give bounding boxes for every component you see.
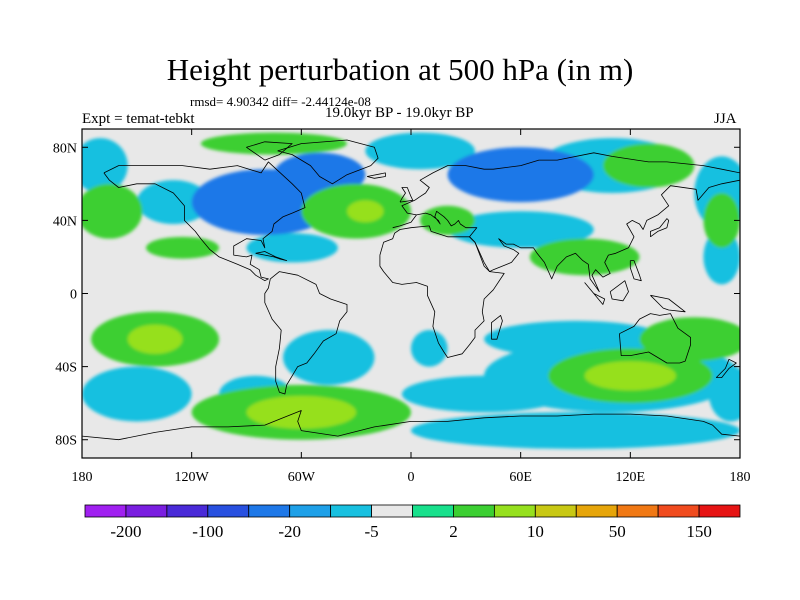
coastline — [264, 271, 348, 395]
experiment-label: Expt = temat-tebkt — [82, 111, 195, 127]
field-blob — [639, 317, 740, 362]
colorbar-label: 10 — [527, 522, 544, 541]
colorbar-swatch — [657, 504, 700, 518]
field-blob — [602, 143, 695, 188]
coastline — [609, 280, 629, 302]
season-label: JJA — [714, 111, 737, 127]
y-tick-label: 40N — [53, 214, 77, 229]
colorbar-swatch — [207, 504, 250, 518]
y-tick-label: 0 — [70, 288, 77, 303]
colorbar-swatch — [248, 504, 291, 518]
field-blob — [283, 330, 375, 385]
y-tick-label: 80N — [53, 141, 77, 156]
x-tick-label: 60W — [288, 470, 316, 485]
field-layer — [82, 132, 740, 449]
colorbar: -200 -100 -20 -5 2 10 50 150 — [84, 504, 741, 541]
field-blob — [136, 180, 210, 225]
coastline — [629, 260, 642, 282]
colorbar-swatch — [371, 504, 413, 518]
colorbar-swatch — [698, 504, 741, 518]
colorbar-swatch — [534, 504, 577, 518]
colorbar-label: 2 — [449, 522, 458, 541]
colorbar-swatch — [125, 504, 168, 518]
coastline — [715, 358, 737, 378]
field-blob — [447, 211, 594, 248]
coastline — [650, 294, 686, 313]
field-blob — [82, 366, 192, 422]
figure-title: Height perturbation at 500 hPa (in m) — [166, 52, 634, 87]
field-blob — [708, 366, 740, 422]
field-blob — [127, 324, 183, 354]
coastline — [416, 179, 740, 293]
x-tick-label: 180 — [730, 470, 751, 485]
colorbar-label: -200 — [110, 522, 141, 541]
coastline — [277, 139, 379, 185]
colorbar-swatch — [412, 504, 454, 518]
coastline — [392, 152, 740, 229]
field-blob — [145, 236, 220, 259]
colorbar-swatch — [84, 504, 127, 518]
colorbar-swatch — [453, 504, 495, 518]
x-tick-label: 60E — [509, 470, 532, 485]
coastline — [379, 225, 505, 358]
coastline — [619, 313, 691, 364]
coastline — [399, 187, 414, 203]
coastline — [82, 410, 740, 441]
stats-label: rmsd= 4.90342 diff= -2.44124e-08 — [190, 94, 371, 109]
colorbar-swatch — [289, 504, 332, 518]
coastline — [491, 315, 503, 340]
coastline — [367, 172, 386, 179]
colorbar-label: -5 — [364, 522, 378, 541]
field-blob — [347, 200, 384, 223]
colorbar-label: -20 — [278, 522, 301, 541]
field-blob — [411, 330, 448, 367]
x-tick-label: 0 — [408, 470, 415, 485]
field-blob — [447, 147, 594, 203]
field-blob — [584, 361, 677, 391]
field-blob — [246, 395, 357, 429]
coastline-layer — [82, 139, 740, 441]
colorbar-label: 50 — [609, 522, 626, 541]
coastline — [650, 218, 670, 238]
y-tick-label: 80S — [55, 434, 77, 449]
colorbar-label: 150 — [686, 522, 712, 541]
coastline — [103, 161, 306, 282]
y-tick-label: 40S — [55, 361, 77, 376]
field-blob — [200, 132, 348, 155]
field-blob — [411, 412, 740, 449]
coastline — [584, 282, 606, 305]
axis-layer: 80N 40N 0 40S 80S 180 120W 60W 0 60E 120E 180 — [53, 129, 751, 485]
period-label: 19.0kyr BP - 19.0kyr BP — [325, 105, 474, 121]
colorbar-swatch — [616, 504, 659, 518]
x-tick-label: 120E — [616, 470, 646, 485]
colorbar-swatch — [575, 504, 618, 518]
x-tick-label: 120W — [175, 470, 210, 485]
field-blob — [529, 238, 640, 276]
field-blob — [82, 183, 143, 239]
field-blob — [365, 132, 475, 170]
field-blob — [82, 138, 128, 193]
colorbar-label: -100 — [192, 522, 223, 541]
coastline — [255, 251, 288, 261]
colorbar-swatch — [493, 504, 536, 518]
colorbar-swatch — [166, 504, 209, 518]
coastline — [246, 141, 293, 161]
x-tick-label: 180 — [72, 470, 93, 485]
field-blob — [246, 233, 338, 263]
field-blob — [703, 192, 740, 248]
colorbar-swatch — [330, 504, 372, 518]
